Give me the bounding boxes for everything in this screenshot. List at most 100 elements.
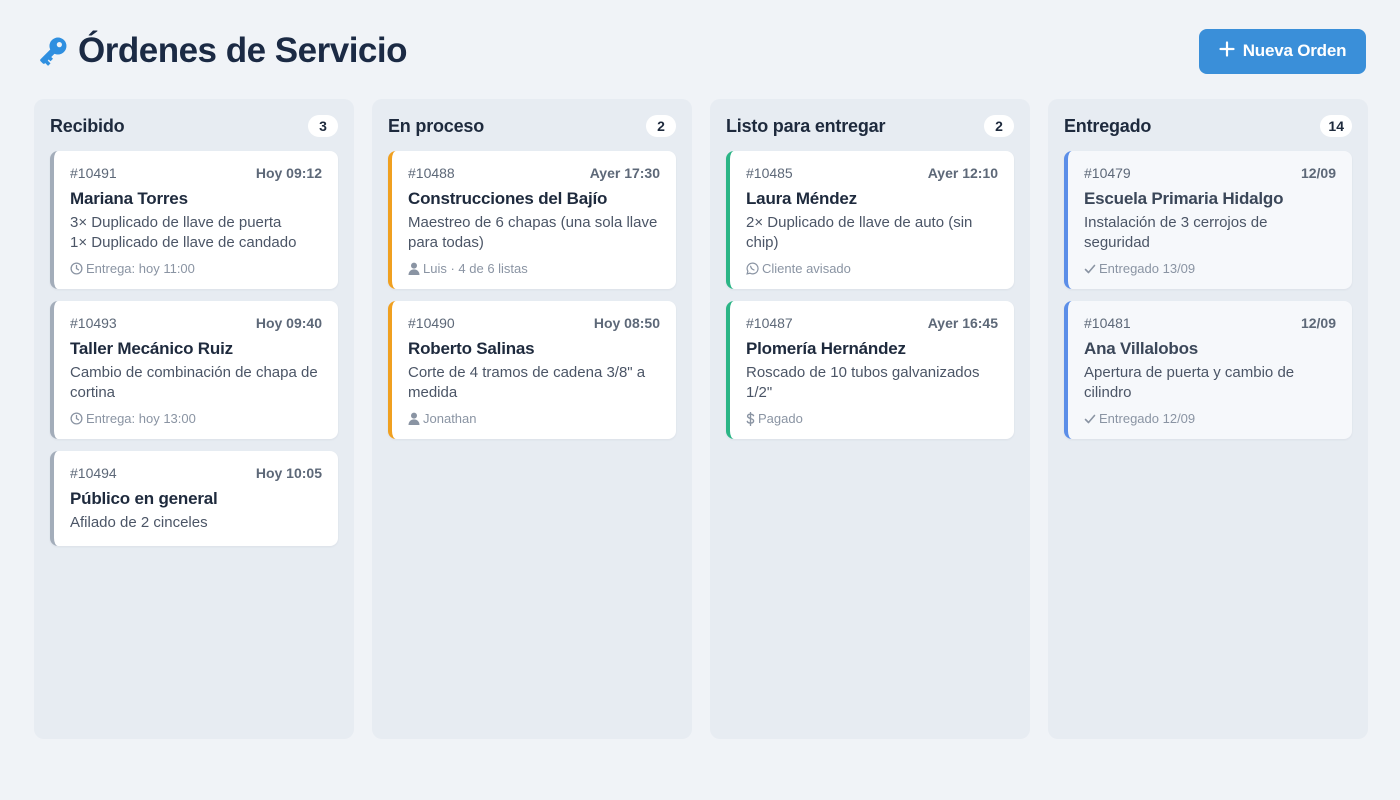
card-meta: Luis · 4 de 6 listas <box>408 261 660 276</box>
page-title: Órdenes de Servicio <box>78 31 407 70</box>
column-title: En proceso <box>388 115 485 136</box>
order-id: #10487 <box>746 314 793 331</box>
customer-name: Roberto Salinas <box>408 339 535 358</box>
card-meta: Jonathan <box>408 411 660 426</box>
order-card[interactable]: #10490 Hoy 08:50 Roberto Salinas Corte de 4… <box>388 301 676 439</box>
description-line: Apertura de puerta y cambio de <box>1084 364 1295 381</box>
order-card[interactable]: #10485 Ayer 12:10 Laura Méndez 2× Duplicado… <box>726 151 1014 289</box>
whatsapp-icon <box>746 262 759 275</box>
description-line: Maestreo de 6 chapas (una sola llave <box>408 214 658 231</box>
order-id: #10488 <box>408 164 455 181</box>
order-time: Ayer 17:30 <box>589 164 660 181</box>
card-header: #10485 Ayer 12:10 <box>746 164 998 181</box>
card-meta: Entregado 12/09 <box>1084 411 1336 426</box>
order-id: #10490 <box>408 314 455 331</box>
check-icon <box>1084 263 1096 275</box>
description-line: cilindro <box>1084 384 1132 401</box>
card-meta: Pagado <box>746 411 998 426</box>
order-time: 12/09 <box>1300 314 1336 331</box>
customer-name: Plomería Hernández <box>746 339 906 358</box>
order-description: Apertura de puerta y cambio de cilindro <box>1084 363 1336 403</box>
card-header: #10488 Ayer 17:30 <box>408 164 660 181</box>
check-icon <box>1084 413 1096 425</box>
order-card[interactable]: #10487 Ayer 16:45 Plomería Hernández Roscad… <box>726 301 1014 439</box>
description-line: cortina <box>70 384 116 401</box>
column-title: Recibido <box>50 115 125 136</box>
card-meta: Cliente avisado <box>746 261 998 276</box>
description-line: 1/2" <box>746 384 773 401</box>
column-recibido: Recibido 3 #10491 Hoy 09:12 Mariana Torres 3×… <box>34 99 354 739</box>
card-header: #10490 Hoy 08:50 <box>408 314 660 331</box>
column-listo-para-entregar: Listo para entregar 2 #10485 Ayer 12:10 Laur… <box>710 99 1030 739</box>
card-meta: Entrega: hoy 13:00 <box>70 411 322 426</box>
column-header: Recibido 3 <box>50 115 338 137</box>
page-header: Órdenes de Servicio Nueva Orden <box>34 28 1366 74</box>
order-time: Hoy 09:12 <box>255 164 322 181</box>
kanban-board: Recibido 3 #10491 Hoy 09:12 Mariana Torres 3×… <box>34 99 1368 739</box>
order-description: 2× Duplicado de llave de auto (sin chip) <box>746 213 998 253</box>
order-time: Hoy 09:40 <box>255 314 322 331</box>
clock-icon <box>70 262 83 275</box>
column-header: Entregado 14 <box>1064 115 1352 137</box>
customer-name: Ana Villalobos <box>1084 339 1199 358</box>
customer-name: Público en general <box>70 489 218 508</box>
plus-icon <box>1219 40 1235 62</box>
order-card[interactable]: #10488 Ayer 17:30 Construcciones del Bajío… <box>388 151 676 289</box>
order-description: 3× Duplicado de llave de puerta 1× Duplic… <box>70 213 322 253</box>
card-header: #10479 12/09 <box>1084 164 1336 181</box>
order-time: Ayer 12:10 <box>927 164 998 181</box>
customer-name: Taller Mecánico Ruiz <box>70 339 233 358</box>
column-header: En proceso 2 <box>388 115 676 137</box>
order-description: Cambio de combinación de chapa de cortina <box>70 363 322 403</box>
description-line: Afilado de 2 cinceles <box>70 514 208 531</box>
order-id: #10494 <box>70 464 117 481</box>
new-order-button[interactable]: Nueva Orden <box>1199 28 1366 74</box>
card-meta: Entregado 13/09 <box>1084 261 1336 276</box>
card-meta: Entrega: hoy 11:00 <box>70 261 322 276</box>
order-id: #10491 <box>70 164 117 181</box>
order-card[interactable]: #10491 Hoy 09:12 Mariana Torres 3× Duplicad… <box>50 151 338 289</box>
dollar-icon <box>746 411 755 426</box>
description-line: 2× Duplicado de llave de auto (sin <box>746 214 973 231</box>
order-id: #10493 <box>70 314 117 331</box>
description-line: Cambio de combinación de chapa de <box>70 364 318 381</box>
order-description: Corte de 4 tramos de cadena 3/8" a medida <box>408 363 660 403</box>
meta-text: Entregado 12/09 <box>1099 411 1196 426</box>
order-time: Hoy 08:50 <box>593 314 660 331</box>
meta-text: Entrega: hoy 13:00 <box>86 411 196 426</box>
order-time: Ayer 16:45 <box>927 314 998 331</box>
order-id: #10485 <box>746 164 793 181</box>
order-description: Roscado de 10 tubos galvanizados 1/2" <box>746 363 998 403</box>
order-description: Maestreo de 6 chapas (una sola llave para… <box>408 213 660 253</box>
meta-text: Cliente avisado <box>762 261 851 276</box>
card-header: #10481 12/09 <box>1084 314 1336 331</box>
column-count-badge: 2 <box>646 115 676 137</box>
new-order-label: Nueva Orden <box>1242 41 1347 60</box>
description-line: 1× Duplicado de llave de candado <box>70 234 297 251</box>
order-card[interactable]: #10481 12/09 Ana Villalobos Apertura de pue… <box>1064 301 1352 439</box>
card-header: #10494 Hoy 10:05 <box>70 464 322 481</box>
order-card[interactable]: #10494 Hoy 10:05 Público en general Afilado… <box>50 451 338 546</box>
order-id: #10479 <box>1084 164 1131 181</box>
description-line: Roscado de 10 tubos galvanizados <box>746 364 980 381</box>
customer-name: Construcciones del Bajío <box>408 189 608 208</box>
card-header: #10491 Hoy 09:12 <box>70 164 322 181</box>
order-card[interactable]: #10479 12/09 Escuela Primaria Hidalgo Insta… <box>1064 151 1352 289</box>
user-icon <box>408 412 420 425</box>
meta-text: Pagado <box>758 411 803 426</box>
user-icon <box>408 262 420 275</box>
order-card[interactable]: #10493 Hoy 09:40 Taller Mecánico Ruiz Cambi… <box>50 301 338 439</box>
order-time: Hoy 10:05 <box>255 464 322 481</box>
meta-text: Entrega: hoy 11:00 <box>86 261 195 276</box>
customer-name: Escuela Primaria Hidalgo <box>1084 189 1284 208</box>
column-title: Listo para entregar <box>726 115 886 136</box>
key-icon <box>34 32 72 70</box>
card-header: #10487 Ayer 16:45 <box>746 314 998 331</box>
description-line: 3× Duplicado de llave de puerta <box>70 214 282 231</box>
clock-icon <box>70 412 83 425</box>
column-en-proceso: En proceso 2 #10488 Ayer 17:30 Construccione… <box>372 99 692 739</box>
meta-text: Luis · 4 de 6 listas <box>423 261 528 276</box>
description-line: Corte de 4 tramos de cadena 3/8" a <box>408 364 646 381</box>
column-header: Listo para entregar 2 <box>726 115 1014 137</box>
description-line: chip) <box>746 234 779 251</box>
